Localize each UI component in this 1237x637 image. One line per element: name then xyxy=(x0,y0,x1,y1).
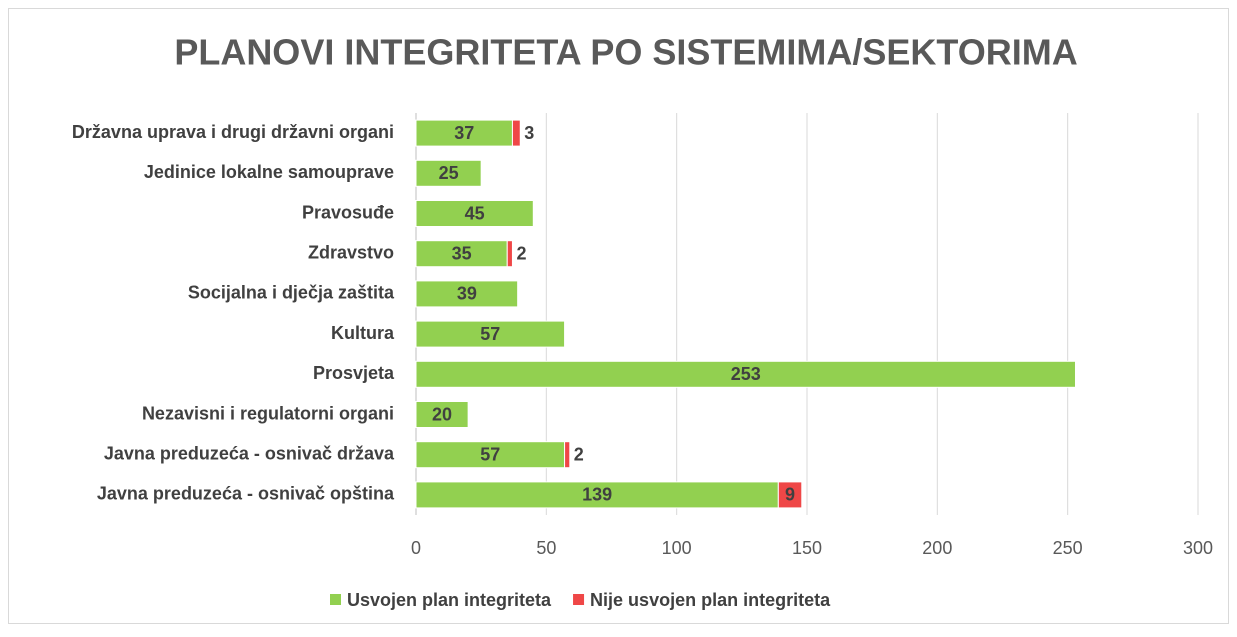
data-label: 57 xyxy=(480,444,500,464)
y-tick-label: Kultura xyxy=(331,323,395,343)
data-label: 9 xyxy=(785,485,795,505)
data-label: 57 xyxy=(480,324,500,344)
data-label: 45 xyxy=(465,203,485,223)
legend-label: Nije usvojen plan integriteta xyxy=(590,590,831,610)
data-label: 39 xyxy=(457,284,477,304)
data-label: 2 xyxy=(516,243,526,263)
bar-segment xyxy=(511,119,521,147)
data-label: 37 xyxy=(454,123,474,143)
y-tick-label: Javna preduzeća - osnivač opština xyxy=(97,484,395,504)
bar-segment xyxy=(506,240,513,268)
data-label: 2 xyxy=(574,444,584,464)
y-tick-label: Nezavisni i regulatorni organi xyxy=(142,403,394,423)
x-tick-label: 0 xyxy=(411,538,421,558)
y-tick-label: Javna preduzeća - osnivač država xyxy=(104,443,395,463)
y-tick-label: Pravosuđe xyxy=(302,202,394,222)
bar-segment xyxy=(415,240,508,268)
legend-swatch xyxy=(573,594,585,605)
x-tick-label: 300 xyxy=(1183,538,1213,558)
bar-segment xyxy=(415,119,513,147)
legend-label: Usvojen plan integriteta xyxy=(347,590,552,610)
y-tick-label: Zdravstvo xyxy=(308,242,394,262)
bar-segment xyxy=(415,280,519,308)
x-tick-label: 100 xyxy=(662,538,692,558)
bar-segment xyxy=(415,360,1076,388)
data-label: 253 xyxy=(731,364,761,384)
chart-title: PLANOVI INTEGRITETA PO SISTEMIMA/SEKTORI… xyxy=(174,32,1077,73)
bar-segment xyxy=(415,401,469,428)
y-tick-label: Prosvjeta xyxy=(313,363,395,383)
data-label: 35 xyxy=(452,243,472,263)
y-tick-label: Državna uprava i drugi državni organi xyxy=(72,122,394,142)
y-tick-label: Socijalna i dječja zaštita xyxy=(188,283,395,303)
bar-segment xyxy=(415,441,566,469)
data-label: 20 xyxy=(432,404,452,424)
x-tick-label: 200 xyxy=(922,538,952,558)
legend-swatch xyxy=(330,594,341,605)
bar-segment xyxy=(415,320,566,348)
bar-segment xyxy=(415,200,534,227)
data-label: 3 xyxy=(524,123,534,143)
x-tick-label: 50 xyxy=(536,538,556,558)
x-tick-label: 250 xyxy=(1053,538,1083,558)
bar-segment xyxy=(564,441,571,469)
bar-segment xyxy=(777,481,803,509)
x-tick-label: 150 xyxy=(792,538,822,558)
chart-border xyxy=(8,8,1229,624)
data-label: 25 xyxy=(439,163,459,183)
bar-segment xyxy=(415,159,482,187)
data-label: 139 xyxy=(582,485,612,505)
y-tick-label: Jedinice lokalne samouprave xyxy=(144,162,394,182)
